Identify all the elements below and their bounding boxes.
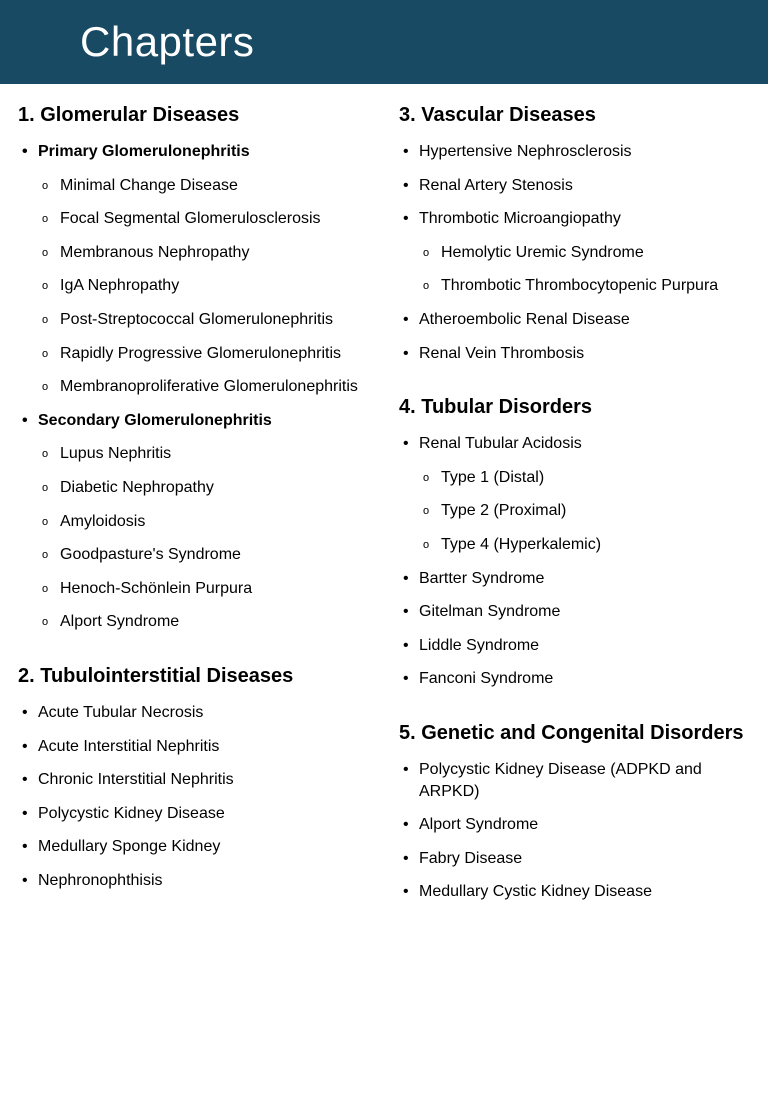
list-item: Renal Tubular Acidosis Type 1 (Distal) T… — [399, 433, 750, 555]
chapter-title: 3. Vascular Diseases — [399, 104, 750, 127]
list-item: Renal Artery Stenosis — [399, 175, 750, 197]
chapter-2: 2. Tubulointerstitial Diseases Acute Tub… — [18, 665, 369, 892]
chapter-title: 1. Glomerular Diseases — [18, 104, 369, 127]
list-item: Primary Glomerulonephritis Minimal Chang… — [18, 141, 369, 398]
list-item: Gitelman Syndrome — [399, 601, 750, 623]
page-header: Chapters — [0, 0, 768, 84]
list-item: Membranous Nephropathy — [38, 242, 369, 264]
sublist: Hemolytic Uremic Syndrome Thrombotic Thr… — [419, 242, 750, 297]
list-item: Liddle Syndrome — [399, 635, 750, 657]
chapter-list: Acute Tubular Necrosis Acute Interstitia… — [18, 702, 369, 892]
list-item: Renal Vein Thrombosis — [399, 343, 750, 365]
chapter-title: 4. Tubular Disorders — [399, 396, 750, 419]
list-item: Medullary Cystic Kidney Disease — [399, 881, 750, 903]
sublist: Lupus Nephritis Diabetic Nephropathy Amy… — [38, 443, 369, 633]
list-item: Henoch-Schönlein Purpura — [38, 578, 369, 600]
chapter-5: 5. Genetic and Congenital Disorders Poly… — [399, 722, 750, 903]
list-item: Bartter Syndrome — [399, 568, 750, 590]
chapter-list: Primary Glomerulonephritis Minimal Chang… — [18, 141, 369, 633]
item-label: Renal Tubular Acidosis — [419, 435, 582, 452]
column-right: 3. Vascular Diseases Hypertensive Nephro… — [399, 104, 750, 935]
chapter-title: 2. Tubulointerstitial Diseases — [18, 665, 369, 688]
list-item: Type 2 (Proximal) — [419, 500, 750, 522]
sublist: Type 1 (Distal) Type 2 (Proximal) Type 4… — [419, 467, 750, 556]
chapter-3: 3. Vascular Diseases Hypertensive Nephro… — [399, 104, 750, 364]
list-item: Atheroembolic Renal Disease — [399, 309, 750, 331]
list-item: Type 1 (Distal) — [419, 467, 750, 489]
chapter-4: 4. Tubular Disorders Renal Tubular Acido… — [399, 396, 750, 690]
chapter-list: Hypertensive Nephrosclerosis Renal Arter… — [399, 141, 750, 364]
list-item: Thrombotic Thrombocytopenic Purpura — [419, 275, 750, 297]
list-item: Alport Syndrome — [38, 611, 369, 633]
list-item: Rapidly Progressive Glomerulonephritis — [38, 343, 369, 365]
list-item: Membranoproliferative Glomerulonephritis — [38, 376, 369, 398]
list-item: Goodpasture's Syndrome — [38, 544, 369, 566]
list-item: Acute Interstitial Nephritis — [18, 736, 369, 758]
list-item: Alport Syndrome — [399, 814, 750, 836]
page-title: Chapters — [80, 18, 254, 65]
list-item: Minimal Change Disease — [38, 175, 369, 197]
list-item: Chronic Interstitial Nephritis — [18, 769, 369, 791]
list-item: Nephronophthisis — [18, 870, 369, 892]
list-item: Amyloidosis — [38, 511, 369, 533]
chapter-title: 5. Genetic and Congenital Disorders — [399, 722, 750, 745]
group-label: Secondary Glomerulonephritis — [38, 412, 272, 429]
list-item: Fabry Disease — [399, 848, 750, 870]
group-label: Primary Glomerulonephritis — [38, 143, 250, 160]
list-item: Polycystic Kidney Disease — [18, 803, 369, 825]
list-item: Secondary Glomerulonephritis Lupus Nephr… — [18, 410, 369, 633]
list-item: Hemolytic Uremic Syndrome — [419, 242, 750, 264]
list-item: Hypertensive Nephrosclerosis — [399, 141, 750, 163]
chapter-list: Renal Tubular Acidosis Type 1 (Distal) T… — [399, 433, 750, 690]
list-item: Acute Tubular Necrosis — [18, 702, 369, 724]
item-label: Thrombotic Microangiopathy — [419, 210, 621, 227]
list-item: Polycystic Kidney Disease (ADPKD and ARP… — [399, 759, 750, 802]
list-item: Post-Streptococcal Glomerulonephritis — [38, 309, 369, 331]
list-item: Focal Segmental Glomerulosclerosis — [38, 208, 369, 230]
list-item: IgA Nephropathy — [38, 275, 369, 297]
chapter-list: Polycystic Kidney Disease (ADPKD and ARP… — [399, 759, 750, 903]
sublist: Minimal Change Disease Focal Segmental G… — [38, 175, 369, 398]
list-item: Lupus Nephritis — [38, 443, 369, 465]
list-item: Medullary Sponge Kidney — [18, 836, 369, 858]
list-item: Diabetic Nephropathy — [38, 477, 369, 499]
column-left: 1. Glomerular Diseases Primary Glomerulo… — [18, 104, 369, 935]
list-item: Type 4 (Hyperkalemic) — [419, 534, 750, 556]
list-item: Thrombotic Microangiopathy Hemolytic Ure… — [399, 208, 750, 297]
chapter-1: 1. Glomerular Diseases Primary Glomerulo… — [18, 104, 369, 633]
content-container: 1. Glomerular Diseases Primary Glomerulo… — [0, 84, 768, 955]
list-item: Fanconi Syndrome — [399, 668, 750, 690]
